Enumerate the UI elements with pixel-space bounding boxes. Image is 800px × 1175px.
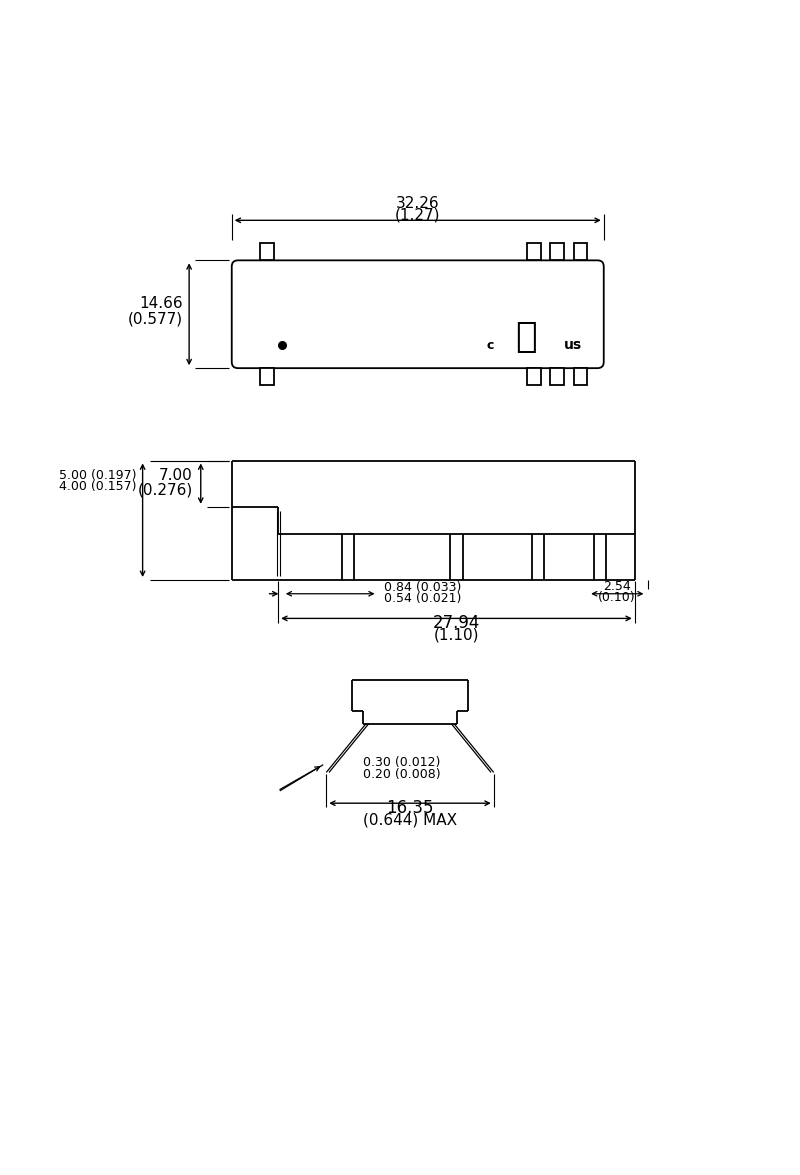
Text: 14.66: 14.66 xyxy=(139,296,183,311)
Bar xyxy=(527,368,541,385)
Bar xyxy=(574,243,587,261)
Text: (0.276): (0.276) xyxy=(138,482,193,497)
Text: (0.644) MAX: (0.644) MAX xyxy=(363,813,457,827)
Bar xyxy=(550,368,564,385)
Bar xyxy=(260,243,274,261)
Text: 16.35: 16.35 xyxy=(386,799,434,817)
Bar xyxy=(574,368,587,385)
Text: Ⓤ: Ⓤ xyxy=(515,321,537,355)
Text: 0.54 (0.021): 0.54 (0.021) xyxy=(385,592,462,605)
FancyBboxPatch shape xyxy=(232,261,604,368)
Text: us: us xyxy=(564,338,582,352)
Text: 0.84 (0.033): 0.84 (0.033) xyxy=(385,582,462,595)
Text: 32.26: 32.26 xyxy=(396,196,439,210)
Text: 0.30 (0.012): 0.30 (0.012) xyxy=(362,756,440,768)
Text: 4.00 (0.157): 4.00 (0.157) xyxy=(59,481,137,494)
Text: 27.94: 27.94 xyxy=(433,615,480,632)
Text: 0.20 (0.008): 0.20 (0.008) xyxy=(362,768,440,781)
Text: (1.10): (1.10) xyxy=(434,627,479,643)
Bar xyxy=(527,243,541,261)
Text: 2.54: 2.54 xyxy=(603,579,630,592)
Text: (1.27): (1.27) xyxy=(395,208,441,222)
Text: (0.10): (0.10) xyxy=(598,591,636,604)
Text: (0.577): (0.577) xyxy=(128,311,183,327)
Text: 5.00 (0.197): 5.00 (0.197) xyxy=(59,470,137,483)
Bar xyxy=(260,368,274,385)
Text: c: c xyxy=(486,338,494,351)
Text: 7.00: 7.00 xyxy=(159,469,193,483)
Bar xyxy=(550,243,564,261)
